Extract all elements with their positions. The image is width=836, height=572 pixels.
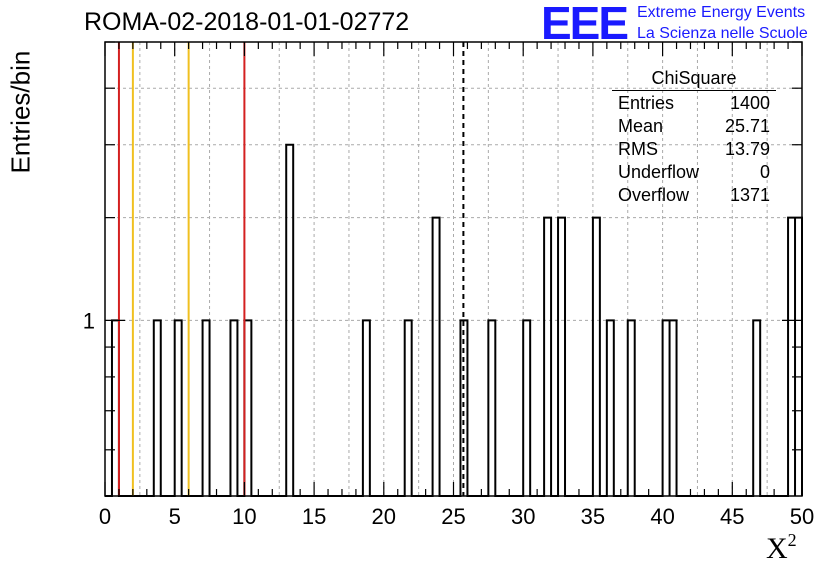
histogram-bin	[203, 320, 210, 496]
eee-logo: EEE	[541, 0, 629, 49]
stats-value: 0	[759, 162, 770, 182]
histogram-bin	[753, 320, 760, 496]
x-tick-label: 20	[372, 504, 396, 529]
stats-box: ChiSquare Entries 1400 Mean 25.71 RMS 13…	[612, 68, 776, 207]
histogram-bin	[363, 320, 370, 496]
stats-row-underflow: Underflow 0	[612, 161, 776, 184]
x-tick-label: 25	[441, 504, 465, 529]
histogram-bin	[154, 320, 161, 496]
stats-value: 13.79	[724, 139, 770, 159]
x-axis-label-sup: 2	[787, 530, 797, 550]
stats-row-overflow: Overflow 1371	[612, 184, 776, 207]
x-tick-label: 5	[169, 504, 181, 529]
stats-value: 1371	[729, 185, 770, 205]
histogram-bin	[544, 218, 551, 496]
chart-title: ROMA-02-2018-01-01-02772	[84, 8, 410, 36]
logo-line-2: La Scienza nelle Scuole	[637, 25, 808, 42]
stats-value: 1400	[729, 93, 770, 113]
histogram-bin	[405, 320, 412, 496]
x-tick-label: 50	[790, 504, 814, 529]
x-tick-label: 40	[650, 504, 674, 529]
x-tick-label: 15	[302, 504, 326, 529]
histogram-bin	[593, 218, 600, 496]
x-tick-label: 30	[511, 504, 535, 529]
x-axis-label: X2	[766, 530, 797, 566]
x-axis-label-main: X	[766, 532, 788, 565]
stats-row-mean: Mean 25.71	[612, 115, 776, 138]
x-tick-label: 35	[581, 504, 605, 529]
stats-row-entries: Entries 1400	[612, 92, 776, 115]
stats-label: Mean	[618, 116, 664, 136]
logo-line-1: Extreme Energy Events	[637, 4, 806, 21]
stats-label: Entries	[618, 93, 675, 113]
stats-label: RMS	[618, 139, 658, 159]
x-tick-label: 10	[232, 504, 256, 529]
x-tick-label: 0	[99, 504, 111, 529]
histogram-bin	[175, 320, 182, 496]
stats-label: Underflow	[618, 162, 700, 182]
y-tick-label: 1	[83, 308, 95, 333]
histogram-bin	[244, 320, 251, 496]
stats-row-rms: RMS 13.79	[612, 138, 776, 161]
histogram-bin	[523, 320, 530, 496]
histogram-bin	[607, 320, 614, 496]
histogram-bin	[433, 218, 440, 496]
histogram-bin	[788, 218, 795, 496]
x-tick-label: 45	[720, 504, 744, 529]
histogram-bin	[558, 218, 565, 496]
stats-value: 25.71	[724, 116, 770, 136]
histogram-bin	[488, 320, 495, 496]
histogram-bin	[663, 320, 670, 496]
histogram-bin	[628, 320, 635, 496]
histogram-bin	[795, 218, 802, 496]
histogram-bin	[670, 320, 677, 496]
histogram-bin	[230, 320, 237, 496]
stats-label: Overflow	[618, 185, 690, 205]
stats-title: ChiSquare	[612, 68, 776, 91]
